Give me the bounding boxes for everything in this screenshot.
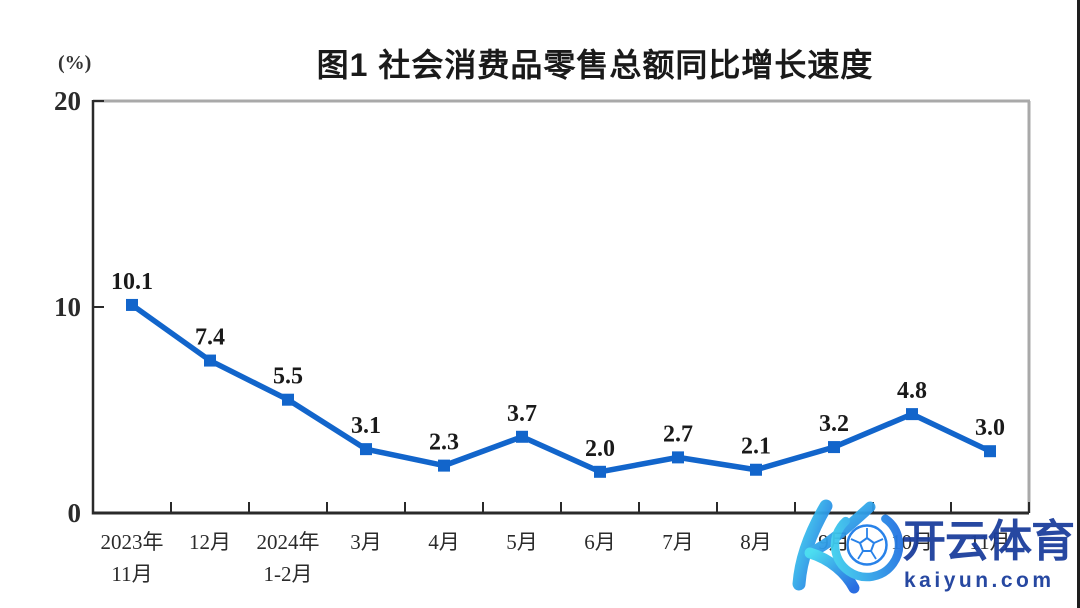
watermark: 开云体育 kaiyun.com bbox=[772, 492, 1080, 604]
x-tick-label: 11月 bbox=[969, 530, 1010, 554]
value-labels: 10.1 7.4 5.5 3.1 2.3 3.7 2.0 2.7 2.1 3.2 4.8 3.0 bbox=[111, 269, 1005, 462]
value-label: 2.7 bbox=[663, 421, 693, 447]
y-tick-label: 0 bbox=[68, 498, 82, 528]
data-point-marker bbox=[360, 443, 372, 456]
x-tick-label: 8月 bbox=[740, 530, 772, 554]
x-tick-label: 2023年 11月 bbox=[101, 530, 164, 586]
value-label: 3.2 bbox=[819, 411, 849, 437]
data-point-marker bbox=[282, 393, 294, 406]
y-axis-unit-label: (%) bbox=[58, 52, 92, 74]
x-tick-label: 12月 bbox=[189, 530, 231, 554]
y-tick-label: 10 bbox=[54, 292, 81, 322]
value-label: 5.5 bbox=[273, 364, 303, 390]
data-point-marker bbox=[672, 451, 684, 464]
soccer-ball-icon bbox=[846, 524, 888, 566]
data-point-marker bbox=[204, 354, 216, 367]
data-point-marker bbox=[126, 298, 138, 311]
x-tick-label: 4月 bbox=[428, 530, 460, 554]
x-tick-label: 6月 bbox=[584, 530, 616, 554]
value-label: 3.7 bbox=[507, 401, 537, 427]
x-tick-label: 2024年 1-2月 bbox=[257, 530, 320, 586]
data-line bbox=[129, 302, 993, 475]
value-label: 3.1 bbox=[351, 413, 381, 439]
value-label: 2.3 bbox=[429, 430, 459, 456]
x-tick-label: 3月 bbox=[350, 530, 382, 554]
data-point-marker bbox=[984, 445, 996, 458]
kaiyun-logo: 开云体育 kaiyun.com bbox=[792, 499, 1075, 594]
y-axis: 0 10 20 bbox=[54, 86, 104, 528]
x-tick-label: 5月 bbox=[506, 530, 538, 554]
value-label: 10.1 bbox=[111, 269, 153, 295]
y-tick-label: 20 bbox=[54, 86, 81, 116]
value-label: 2.1 bbox=[741, 434, 771, 460]
data-markers bbox=[126, 298, 996, 478]
x-tick-label: 7月 bbox=[662, 530, 694, 554]
watermark-brand-text: 开云体育 bbox=[902, 517, 1074, 566]
value-label: 7.4 bbox=[195, 325, 225, 351]
value-label: 4.8 bbox=[897, 378, 927, 404]
value-label: 2.0 bbox=[585, 436, 615, 462]
watermark-domain-text: kaiyun.com bbox=[904, 569, 1055, 592]
data-point-marker bbox=[828, 441, 840, 454]
data-point-marker bbox=[906, 408, 918, 421]
kaiyun-k-icon bbox=[792, 499, 904, 594]
page-right-border bbox=[1077, 0, 1080, 608]
data-point-marker bbox=[750, 463, 762, 476]
chart-title: 图1 社会消费品零售总额同比增长速度 bbox=[316, 47, 874, 83]
data-point-marker bbox=[438, 459, 450, 472]
value-label: 3.0 bbox=[975, 415, 1005, 441]
data-point-marker bbox=[594, 465, 606, 478]
data-point-marker bbox=[516, 430, 528, 443]
